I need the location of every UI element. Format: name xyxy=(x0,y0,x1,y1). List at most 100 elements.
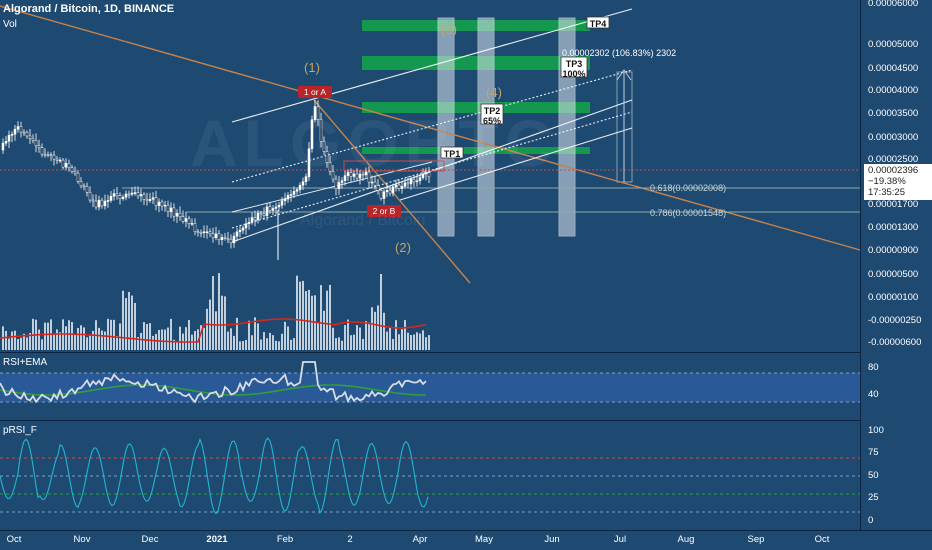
volume-bar xyxy=(104,331,106,350)
rsi-panel-title[interactable]: RSI+EMA xyxy=(3,357,48,368)
candles xyxy=(1,99,431,249)
volume-bar xyxy=(65,326,67,350)
candle-body xyxy=(340,180,344,183)
candle-body xyxy=(403,182,407,187)
volume-bar xyxy=(362,338,364,350)
volume-bar xyxy=(179,326,181,350)
time-tick: Oct xyxy=(814,534,830,545)
channel-line-3 xyxy=(231,111,633,229)
channel-line-0 xyxy=(231,8,633,123)
candle-body xyxy=(55,158,59,161)
wave-label-2: (2) xyxy=(395,240,411,255)
watermark-name: Algorand / Bitcoin xyxy=(300,212,426,229)
channel-line-4 xyxy=(399,127,633,201)
prsi-panel-title[interactable]: pRSI_F xyxy=(3,425,37,436)
candle-body xyxy=(124,193,128,198)
volume-bar xyxy=(281,333,283,350)
candle-body xyxy=(367,171,371,183)
volume-bar xyxy=(383,312,385,350)
volume-bar xyxy=(308,289,310,350)
price-tick: 0.00000100 xyxy=(868,292,919,303)
volume-bar xyxy=(134,302,136,350)
candle-body xyxy=(169,207,173,212)
volume-bar xyxy=(107,318,109,350)
tp1-label-text-0: TP1 xyxy=(444,149,461,159)
volume-bar xyxy=(155,333,157,350)
volume-bar xyxy=(260,339,262,350)
volume-bar xyxy=(398,334,400,350)
candle-body xyxy=(151,197,155,200)
volume-bar xyxy=(263,332,265,350)
volume-bar xyxy=(341,340,343,350)
flag-bottom-box xyxy=(367,205,401,217)
volume-bar xyxy=(356,325,358,350)
tp2-label-text-0: TP2 xyxy=(484,106,501,116)
volume-bar xyxy=(257,323,259,350)
volume-bar xyxy=(8,338,10,350)
candle-body xyxy=(31,138,35,141)
volume-bar xyxy=(176,341,178,350)
volume-bar xyxy=(386,331,388,350)
volume-bar xyxy=(335,338,337,350)
measure-label: 0.00002302 (106.83%) 2302 xyxy=(562,48,676,58)
volume-bar xyxy=(344,325,346,350)
candle-body xyxy=(148,199,152,201)
volume-bar xyxy=(131,295,133,350)
volume-bar xyxy=(320,285,322,350)
volume-bar xyxy=(140,333,142,350)
candle-body xyxy=(139,194,143,197)
volume-bar xyxy=(14,330,16,350)
candle-body xyxy=(370,181,374,184)
candle-body xyxy=(280,200,284,206)
volume-bar xyxy=(425,337,427,350)
channel-base-line xyxy=(231,161,433,213)
volume-bar xyxy=(248,320,250,350)
candle-body xyxy=(289,194,293,196)
candle-body xyxy=(283,198,287,202)
wave-label-4: (4) xyxy=(486,85,502,100)
projection-box-1 xyxy=(477,17,495,237)
candle-body xyxy=(286,195,290,200)
volume-bar xyxy=(395,320,397,350)
tp3-label-text-1: 100% xyxy=(562,69,585,79)
rsi-line xyxy=(0,361,427,404)
volume-bar xyxy=(428,335,430,350)
volume-bar xyxy=(422,330,424,350)
panel-divider-rsi xyxy=(0,420,860,421)
candle-body xyxy=(13,128,17,135)
volume-bar xyxy=(338,337,340,350)
tp4-label-box xyxy=(586,16,610,29)
volume-bar xyxy=(278,341,280,350)
price-change: −19.38% xyxy=(868,176,906,187)
volume-bar xyxy=(146,324,148,350)
volume-bar xyxy=(233,335,235,350)
flag-top-box xyxy=(298,86,332,98)
candle-body xyxy=(262,213,266,216)
wave-label-1: (1) xyxy=(304,60,320,75)
candle-body xyxy=(304,176,308,182)
fib-label-786: 0.786(0.00001548) xyxy=(650,208,726,218)
symbol-title[interactable]: Algorand / Bitcoin, 1D, BINANCE xyxy=(3,3,175,15)
candle-body xyxy=(307,148,311,177)
volume-bar xyxy=(371,307,373,350)
candle-body xyxy=(346,172,350,176)
candle-body xyxy=(142,194,146,200)
volume-bar xyxy=(299,281,301,350)
candle-body xyxy=(397,184,401,189)
candle-body xyxy=(43,153,47,156)
candle-body xyxy=(409,179,413,185)
candle-body xyxy=(424,172,428,175)
volume-bar xyxy=(161,329,163,350)
volume-bar xyxy=(152,335,154,350)
candle-body xyxy=(145,199,149,201)
volume-bar xyxy=(392,338,394,350)
candle-body xyxy=(265,206,269,216)
candle-body xyxy=(235,231,239,237)
volume-bar xyxy=(401,329,403,350)
volume-bar xyxy=(173,339,175,350)
candle-body xyxy=(352,173,356,177)
candle-body xyxy=(331,171,335,180)
volume-bar xyxy=(143,322,145,350)
volume-bar xyxy=(242,340,244,350)
